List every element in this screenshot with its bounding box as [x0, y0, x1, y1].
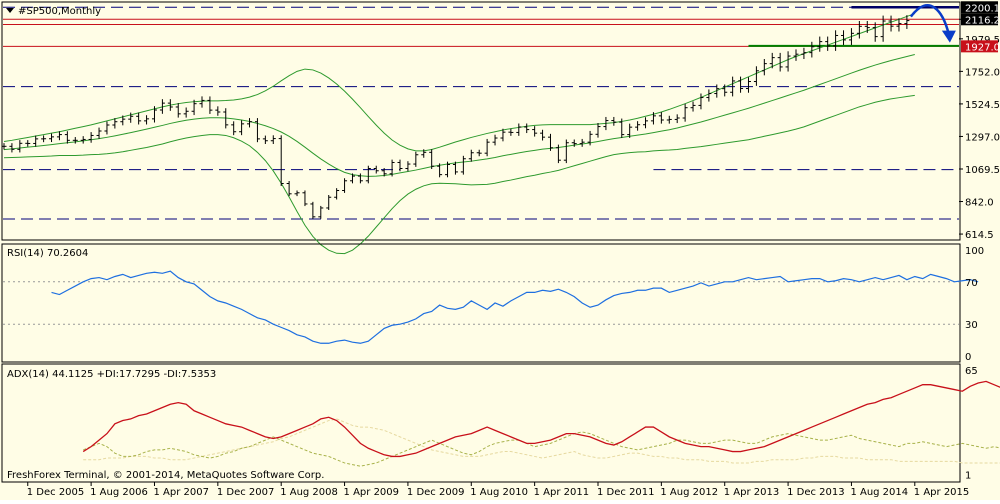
rsi-tick-label: 100: [965, 246, 984, 257]
price-tick-label: 614.5: [965, 230, 994, 241]
price-tag-label: 1927.0: [965, 42, 1000, 53]
time-tick-label: 1 Apr 2013: [724, 487, 779, 498]
time-tick-label: 1 Dec 2011: [597, 487, 655, 498]
price-tick-label: 1297.0: [965, 132, 1000, 143]
time-tick-label: 1 Dec 2007: [217, 487, 275, 498]
price-panel-title: #SP500,Monthly: [18, 6, 101, 17]
price-tick-label: 1524.5: [965, 100, 1000, 111]
rsi-tick-label: 70: [965, 278, 978, 289]
time-tick-label: 1 Apr 2007: [153, 487, 208, 498]
time-tick-label: 1 Aug 2012: [660, 487, 718, 498]
price-tag-label: 2200.1: [965, 3, 1000, 14]
price-tag-label: 2116.2: [965, 15, 1000, 26]
time-tick-label: 1 Aug 2006: [90, 487, 148, 498]
time-tick-label: 1 Aug 2010: [470, 487, 528, 498]
time-tick-label: 1 Aug 2008: [280, 487, 338, 498]
time-tick-label: 1 Dec 2005: [27, 487, 85, 498]
time-tick-label: 1 Apr 2011: [534, 487, 589, 498]
price-tick-label: 1752.0: [965, 67, 1000, 78]
time-tick-label: 1 Apr 2015: [914, 487, 969, 498]
rsi-tick-label: 30: [965, 320, 978, 331]
rsi-panel-title: RSI(14) 70.2604: [7, 248, 88, 259]
adx-tick-label: 65: [965, 366, 978, 377]
price-tick-label: 1069.5: [965, 165, 1000, 176]
time-tick-label: 1 Dec 2013: [787, 487, 845, 498]
watermark-text: FreshForex Terminal, © 2001-2014, MetaQu…: [7, 470, 324, 481]
adx-tick-label: 1: [965, 470, 971, 481]
price-tick-label: 842.0: [965, 198, 994, 209]
time-tick-label: 1 Apr 2009: [344, 487, 399, 498]
time-tick-label: 1 Aug 2014: [850, 487, 908, 498]
rsi-tick-label: 0: [965, 352, 971, 363]
adx-panel-title: ADX(14) 44.1125 +DI:17.7295 -DI:7.5353: [7, 369, 216, 380]
time-tick-label: 1 Dec 2009: [407, 487, 465, 498]
